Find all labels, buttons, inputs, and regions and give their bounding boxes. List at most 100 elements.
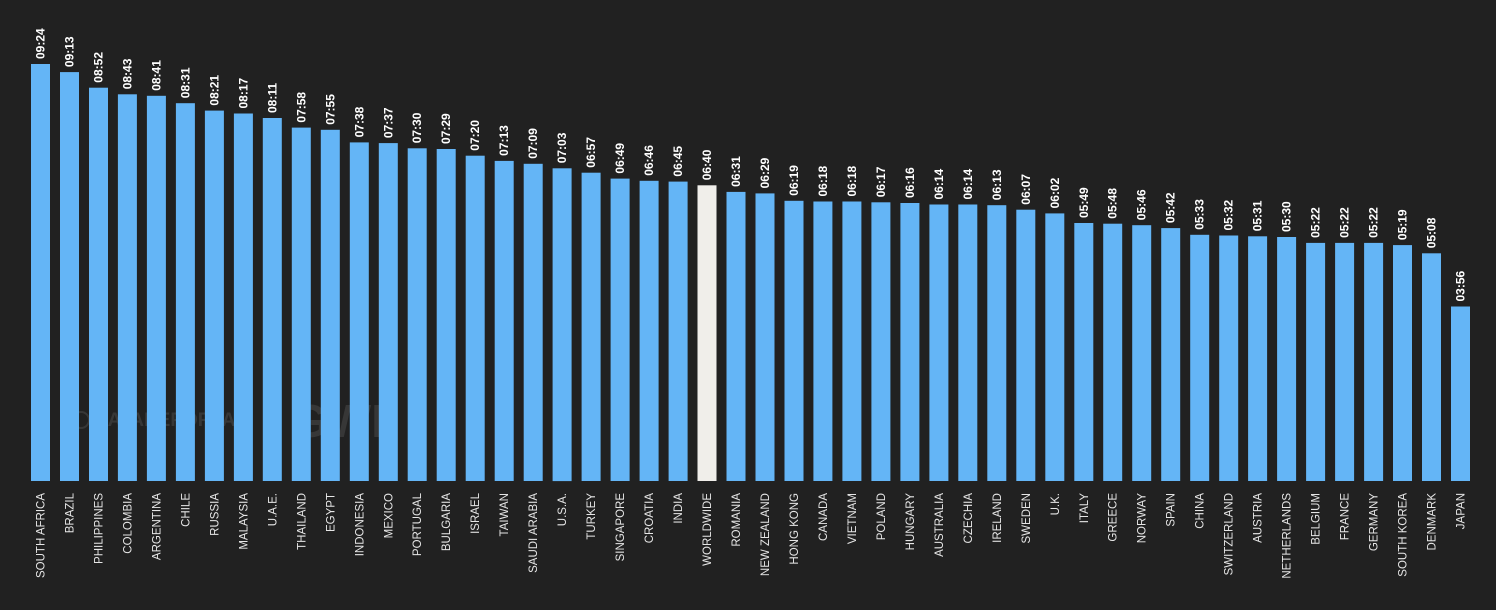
category-label: SWITZERLAND	[1224, 493, 1236, 575]
data-label: 07:09	[526, 128, 540, 159]
category-label: PHILIPPINES	[94, 493, 106, 564]
bar-belgium	[1306, 242, 1326, 481]
bar-japan	[1451, 306, 1470, 481]
data-label: 06:18	[845, 165, 859, 196]
bar-spain	[1161, 228, 1181, 481]
category-label: SPAIN	[1166, 493, 1178, 527]
category-label: THAILAND	[296, 493, 308, 550]
category-label: SOUTH AFRICA	[36, 493, 48, 578]
bar-u-k	[1045, 213, 1065, 481]
data-label: 06:31	[729, 156, 743, 187]
category-label: TURKEY	[586, 493, 598, 540]
data-label: 05:30	[1280, 201, 1294, 232]
data-label: 08:21	[207, 75, 221, 106]
data-label: 06:57	[584, 137, 598, 168]
category-label: HONG KONG	[789, 493, 801, 565]
bar-croatia	[639, 180, 659, 482]
category-label: BRAZIL	[65, 492, 77, 533]
data-label: 06:17	[874, 166, 888, 197]
data-label: 06:49	[613, 143, 627, 174]
category-label: U.K.	[1050, 493, 1062, 515]
category-label: PORTUGAL	[412, 492, 424, 556]
bar-turkey	[581, 172, 601, 481]
data-label: 05:19	[1396, 209, 1410, 240]
category-label: HUNGARY	[905, 493, 917, 551]
data-label: 07:03	[555, 132, 569, 163]
category-label: CHINA	[1195, 493, 1207, 529]
category-label: TAIWAN	[499, 493, 511, 536]
category-labels-group: SOUTH AFRICA BRAZIL PHILIPPINES COLOMBIA ARG…	[36, 492, 1468, 578]
data-label: 06:14	[932, 168, 946, 199]
category-label: WORLDWIDE	[702, 493, 714, 566]
bar-denmark	[1422, 253, 1441, 481]
data-label: 05:22	[1367, 207, 1381, 238]
data-label: 06:07	[1019, 174, 1033, 205]
data-label: 03:56	[1454, 270, 1468, 301]
data-label: 06:14	[961, 168, 975, 199]
data-label: 06:13	[990, 169, 1004, 200]
bar-russia	[204, 110, 224, 481]
bar-malaysia	[233, 113, 253, 481]
data-label: 05:46	[1135, 189, 1149, 220]
bar-taiwan	[494, 160, 514, 481]
data-label: 06:40	[700, 149, 714, 180]
data-label: 05:49	[1077, 187, 1091, 218]
bar-colombia	[117, 94, 137, 482]
category-label: AUSTRIA	[1253, 493, 1265, 543]
data-label: 07:30	[410, 112, 424, 143]
data-label: 07:55	[323, 94, 337, 125]
data-label: 06:46	[642, 145, 656, 176]
category-label: IRELAND	[992, 493, 1004, 543]
category-label: ITALY	[1079, 493, 1091, 524]
data-label: 06:29	[758, 157, 772, 188]
bar-egypt	[320, 129, 340, 482]
bar-netherlands	[1277, 237, 1297, 481]
bar-india	[668, 181, 688, 481]
bar-germany	[1364, 242, 1384, 481]
data-label: 07:20	[468, 120, 482, 151]
category-label: JAPAN	[1456, 493, 1468, 529]
category-label: BULGARIA	[441, 493, 453, 551]
bar-sweden	[1016, 209, 1036, 481]
bar-south-africa	[31, 64, 50, 481]
data-label: 08:52	[92, 52, 106, 83]
category-label: VIETNAM	[847, 493, 859, 544]
data-label: 08:41	[149, 60, 163, 91]
category-label: ARGENTINA	[151, 493, 163, 560]
category-label: CROATIA	[644, 493, 656, 544]
category-label: INDIA	[673, 493, 685, 524]
category-label: MALAYSIA	[238, 493, 250, 550]
bar-czechia	[958, 204, 978, 481]
bar-vietnam	[842, 201, 862, 481]
category-label: U.S.A.	[557, 493, 569, 526]
bar-saudi-arabia	[523, 163, 543, 482]
data-label: 05:42	[1164, 192, 1178, 223]
bar-poland	[871, 202, 891, 482]
bar-canada	[813, 201, 833, 481]
data-label: 06:19	[787, 165, 801, 196]
bar-worldwide	[697, 185, 717, 482]
category-label: ISRAEL	[470, 492, 482, 534]
category-label: GERMANY	[1369, 493, 1381, 551]
bar-thailand	[291, 127, 311, 481]
data-label: 05:08	[1425, 217, 1439, 248]
bar-u-a-e	[262, 118, 282, 481]
data-label: 07:29	[439, 113, 453, 144]
bar-new-zealand	[755, 193, 775, 481]
bar-singapore	[610, 178, 630, 481]
bar-norway	[1132, 225, 1152, 481]
data-label: 08:17	[236, 77, 250, 108]
category-label: DENMARK	[1427, 493, 1439, 551]
category-label: FRANCE	[1340, 493, 1352, 541]
category-label: SOUTH KOREA	[1398, 493, 1410, 577]
category-label: SAUDI ARABIA	[528, 493, 540, 573]
watermark-datareportal: DATAREPORTAL	[94, 410, 247, 431]
category-label: NEW ZEALAND	[760, 493, 772, 576]
data-label: 06:18	[816, 165, 830, 196]
data-label: 06:45	[671, 146, 685, 177]
bar-south-korea	[1393, 245, 1412, 481]
bar-china	[1190, 234, 1210, 481]
bar-argentina	[146, 95, 166, 482]
